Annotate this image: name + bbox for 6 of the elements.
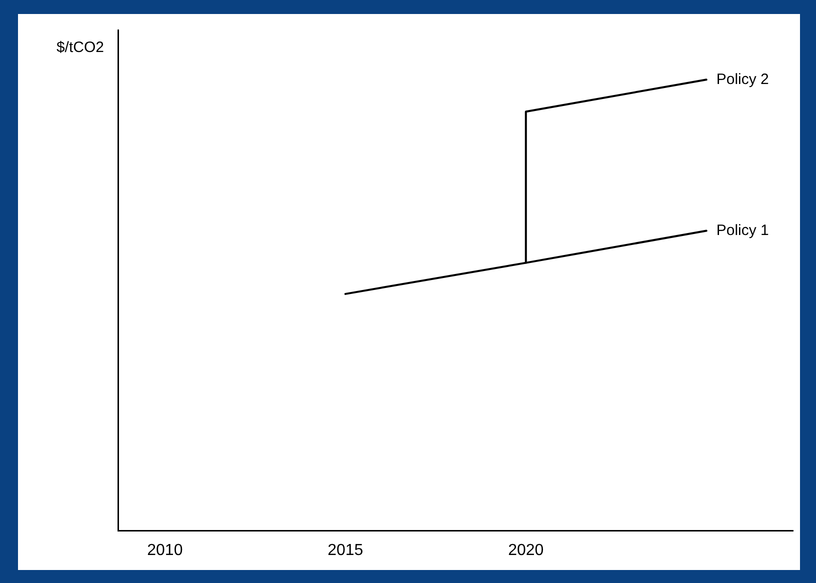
x-tick-label: 2010 xyxy=(147,542,183,559)
x-tick-label: 2020 xyxy=(508,542,544,559)
series-label: Policy 1 xyxy=(716,222,769,239)
series-label: Policy 2 xyxy=(716,70,769,88)
y-axis-title: $/tCO2 xyxy=(56,39,104,56)
x-tick-label: 2015 xyxy=(328,542,364,559)
